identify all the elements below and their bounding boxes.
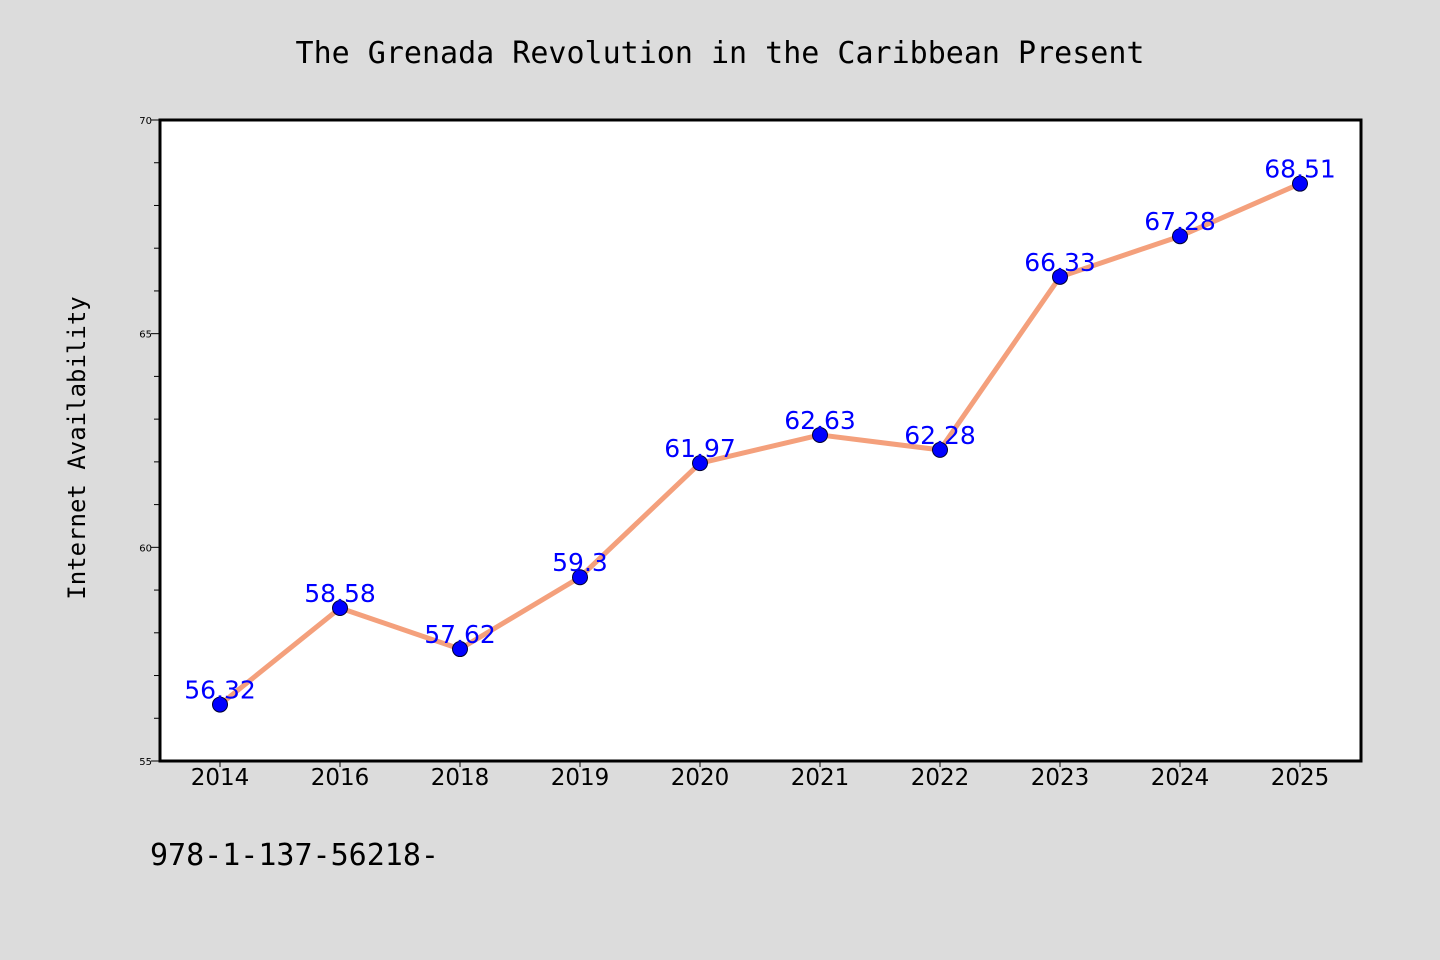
- data-point: [1292, 175, 1308, 192]
- data-point: [812, 426, 828, 443]
- x-tick-label: 2021: [791, 765, 850, 791]
- footer-code: 978-1-137-56218-: [150, 838, 439, 873]
- series-layer: 56.32 58.58 57.62 59.3 61.97 62.63 62.28 66.33 6…: [184, 155, 1336, 713]
- x-tick-label: 2025: [1271, 765, 1330, 791]
- x-tick-label: 2018: [431, 765, 490, 791]
- x-tick-label: 2022: [911, 765, 970, 791]
- data-label: 62.63: [784, 406, 856, 435]
- data-point: [332, 600, 348, 617]
- data-label: 58.58: [304, 579, 376, 608]
- y-tick-label: 60: [139, 543, 152, 554]
- y-tick-label: 70: [139, 116, 152, 127]
- data-point: [1052, 268, 1068, 285]
- data-label: 57.62: [424, 620, 496, 649]
- data-point: [932, 441, 948, 458]
- data-label: 67.28: [1144, 207, 1216, 236]
- x-tick-label: 2014: [191, 765, 250, 791]
- data-label: 59.3: [552, 548, 608, 577]
- y-tick-label: 65: [139, 330, 152, 341]
- data-label: 62.28: [904, 421, 976, 450]
- data-point: [212, 696, 228, 713]
- x-tick-label: 2020: [671, 765, 730, 791]
- y-axis-ticks: 55 60 65 70: [139, 116, 160, 768]
- data-point: [1172, 228, 1188, 245]
- series-line: [217, 181, 1303, 708]
- data-label: 66.33: [1024, 248, 1096, 277]
- x-tick-label: 2023: [1031, 765, 1090, 791]
- data-label: 56.32: [184, 676, 256, 705]
- x-axis-ticks: 2014 2016 2018 2019 2020 2021 2022 2023 2024 2025: [191, 761, 1330, 791]
- x-tick-label: 2024: [1151, 765, 1210, 791]
- y-axis-label: Internet Availability: [63, 296, 91, 599]
- data-point: [692, 455, 708, 472]
- plot-area: [158, 118, 1363, 763]
- x-tick-label: 2019: [551, 765, 610, 791]
- y-tick-label: 55: [139, 757, 152, 768]
- data-point: [452, 641, 468, 658]
- data-label: 61.97: [664, 434, 736, 463]
- data-label: 68.51: [1264, 155, 1336, 184]
- x-tick-label: 2016: [311, 765, 370, 791]
- chart-title: The Grenada Revolution in the Caribbean …: [296, 36, 1145, 71]
- data-point: [572, 569, 588, 586]
